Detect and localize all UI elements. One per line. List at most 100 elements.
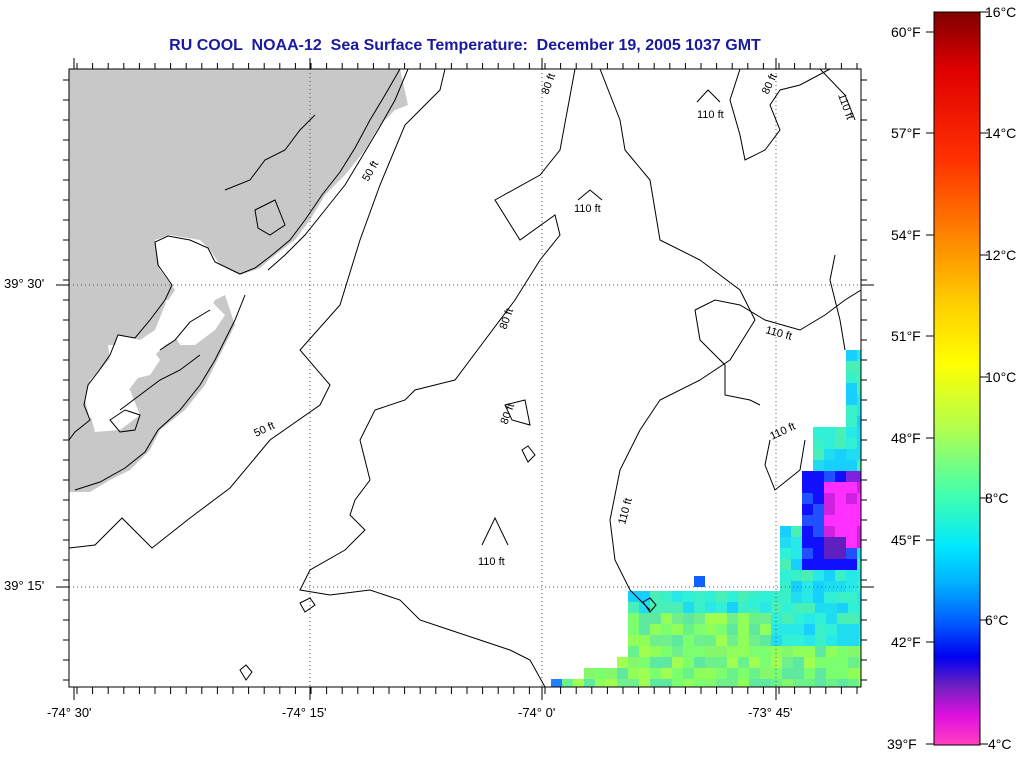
sst-pixel [815, 624, 826, 635]
sst-pixel [705, 613, 716, 624]
sst-pixel [835, 471, 846, 482]
sst-pixel [826, 613, 837, 624]
sst-pixel [793, 624, 804, 635]
sst-pixel [804, 613, 815, 624]
sst-pixel [650, 602, 661, 613]
sst-pixel [846, 493, 857, 504]
sst-pixel [606, 679, 617, 687]
sst-pixel [661, 602, 672, 613]
sst-pixel [813, 526, 824, 537]
sst-pixel [639, 624, 650, 635]
colorbar-label-f: 60°F [891, 24, 921, 40]
sst-pixel [848, 679, 859, 687]
sst-pixel [694, 646, 705, 657]
sst-pixel [617, 657, 628, 668]
sst-pixel [727, 602, 738, 613]
sst-pixel [628, 602, 639, 613]
sst-pixel [837, 646, 848, 657]
sst-pixel [815, 635, 826, 646]
sst-pixel [639, 646, 650, 657]
sst-pixel [727, 613, 738, 624]
sst-pixel [727, 591, 738, 602]
sst-pixel [628, 613, 639, 624]
sst-pixel [738, 591, 749, 602]
sst-pixel [835, 482, 846, 493]
sst-pixel [661, 657, 672, 668]
sst-pixel [846, 471, 857, 482]
sst-pixel [813, 427, 824, 438]
sst-pixel [857, 372, 861, 383]
sst-pixel [835, 559, 846, 570]
sst-pixel [846, 526, 857, 537]
sst-pixel [760, 624, 771, 635]
sst-pixel [815, 668, 826, 679]
sst-pixel [771, 613, 782, 624]
sst-pixel [857, 394, 861, 405]
sst-pixel [802, 592, 813, 603]
sst-pixel [857, 515, 861, 526]
sst-pixel [813, 504, 824, 515]
sst-pixel [738, 657, 749, 668]
colorbar-label-f: 54°F [891, 227, 921, 243]
sst-pixel [694, 624, 705, 635]
sst-pixel [857, 361, 861, 372]
lon-label: -74° 15' [282, 705, 327, 720]
sst-pixel [672, 624, 683, 635]
sst-pixel [837, 668, 848, 679]
sst-pixel [846, 383, 857, 394]
coastline [69, 69, 409, 491]
sst-pixel [749, 679, 760, 687]
sst-pixel [749, 591, 760, 602]
sst-pixel [857, 416, 861, 427]
sst-pixel [815, 613, 826, 624]
sst-pixel [705, 602, 716, 613]
lon-label: -74° 0' [518, 705, 556, 720]
sst-pixel [661, 624, 672, 635]
depth-label: 50 ft [252, 420, 276, 440]
sst-pixel [813, 493, 824, 504]
sst-pixel [628, 668, 639, 679]
sst-pixel [857, 471, 861, 482]
sst-pixel [846, 449, 857, 460]
sst-pixel [672, 591, 683, 602]
sst-pixel [802, 471, 813, 482]
sst-pixel [846, 592, 857, 603]
sst-pixel [727, 635, 738, 646]
colorbar-label-c: 8°C [985, 490, 1009, 506]
sst-pixel [749, 646, 760, 657]
land-mass [69, 69, 408, 492]
sst-pixel [848, 624, 859, 635]
sst-pixel [738, 624, 749, 635]
sst-pixel [748, 598, 759, 609]
sst-pixel [804, 635, 815, 646]
sst-pixel [584, 668, 595, 679]
sst-pixel [857, 526, 861, 537]
sst-pixel [771, 591, 782, 602]
sst-pixel [760, 657, 771, 668]
depth-label: 50 ft [360, 159, 381, 184]
sst-pixel [672, 668, 683, 679]
sst-pixel [791, 526, 802, 537]
sst-pixel [846, 416, 857, 427]
sst-pixel [639, 679, 650, 687]
sst-pixel [802, 581, 813, 592]
sst-pixel [628, 679, 639, 687]
sst-pixel [846, 361, 857, 372]
sst-pixel [824, 427, 835, 438]
sst-pixel [824, 570, 835, 581]
sst-pixel [782, 646, 793, 657]
depth-label: 80 ft [499, 402, 518, 426]
sst-pixel [705, 657, 716, 668]
colorbar-label-f: 39°F [887, 736, 917, 752]
sst-pixel [617, 668, 628, 679]
sst-pixel [859, 635, 861, 646]
sst-pixel [837, 635, 848, 646]
sst-pixel [683, 679, 694, 687]
sst-pixel [683, 635, 694, 646]
map-frame [68, 68, 862, 688]
sst-pixel [782, 602, 793, 613]
sst-pixel [826, 657, 837, 668]
sst-pixel [846, 559, 857, 570]
sst-pixel [617, 679, 628, 687]
